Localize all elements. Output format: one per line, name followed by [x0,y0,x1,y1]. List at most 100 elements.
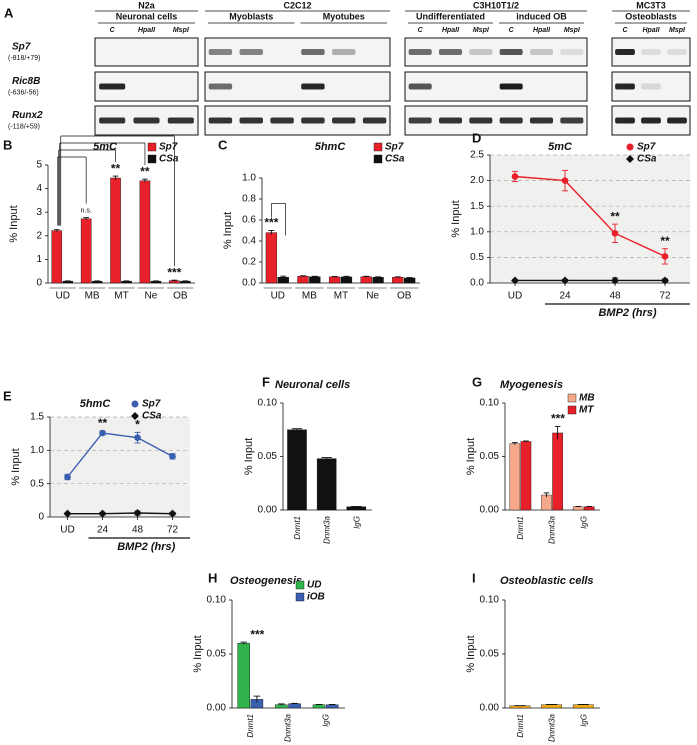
error-bar [363,275,370,278]
x-tick-label: IgG [352,516,361,529]
x-tick-label: MT [334,291,348,302]
annotation: *** [551,412,565,426]
error-bar [512,442,518,445]
legend-swatch [626,155,634,163]
y-tick-label: 0 [36,278,42,289]
error-bar [321,457,332,460]
lane-label: HpaII [642,27,660,34]
point [611,230,619,237]
y-tick-label: 0.6 [242,215,256,226]
x-tick-label: MT [114,291,128,302]
error-bar [112,175,119,180]
error-bar [586,506,593,508]
bar [121,280,132,284]
gel-band [469,49,493,55]
gel-band [667,117,687,124]
annotation: ** [660,234,670,248]
legend-swatch [131,400,139,408]
gel-band [438,117,463,124]
y-tick-label: 5 [36,160,42,171]
legend-swatch [295,580,305,590]
legend-label: Sp7 [159,142,178,153]
bar [80,218,92,284]
error-bar [577,703,589,706]
condition: Myotubes [323,11,365,21]
error-bar [328,703,336,706]
legend-label: CSa [385,154,405,165]
gel-band [438,49,463,55]
y-axis-label: % Input [450,200,462,237]
error-bar [291,428,303,431]
x-tick-label: Ne [366,291,379,302]
x-tick-label: UD [55,291,69,302]
gel-band [408,49,432,55]
point [661,276,669,285]
x-axis-label: BMP2 (hrs) [117,541,175,553]
cell-line: C3H10T1/2 [473,0,519,10]
legend-swatch [295,592,305,602]
lane-label: MspI [473,27,490,34]
bar [360,276,372,284]
gel-band [641,117,661,124]
x-tick-label: Dnmt1 [293,516,302,540]
y-tick-label: 0.2 [242,257,256,268]
bar [62,280,74,284]
point [511,173,519,180]
error-bar [240,641,248,645]
error-bar [300,275,306,277]
y-tick-label: 2 [36,230,42,241]
point [511,276,519,285]
point [63,509,72,518]
bar [392,277,404,284]
gel-box [204,71,391,102]
y-axis-label: % Input [10,448,22,485]
y-axis-label: % Input [243,438,255,475]
plot-background [50,417,190,517]
point [98,509,107,518]
annotation: *** [250,627,264,641]
bar [91,280,103,284]
error-bar [554,426,561,440]
region-label: (-118/+59) [8,123,40,130]
chart-title: Osteogenesis [230,575,302,587]
x-tick-label: UD [271,291,285,302]
y-tick-label: 1.0 [30,445,44,456]
panel-letter: B [3,137,12,152]
gel-band [332,49,356,55]
point [561,276,569,285]
point [133,509,142,517]
bar [110,177,121,284]
chart-title: Neuronal cells [275,379,350,391]
legend-swatch [567,405,577,415]
chart-title: Myogenesis [500,379,563,391]
lane-label: MspI [564,27,581,34]
y-tick-label: 0.0 [470,278,484,289]
gel-band [239,117,263,124]
error-bar [375,276,382,278]
gel-band [641,83,661,90]
x-tick-label: 48 [609,291,621,302]
condition: Neuronal cells [116,11,178,21]
gel-band [133,117,160,124]
annotation: n.s. [80,207,91,214]
bar [509,705,531,709]
legend-swatch [131,412,139,420]
bar [312,704,326,709]
bar [541,704,563,709]
x-tick-label: IgG [579,516,588,529]
error-bar [331,276,338,278]
lane-label: MspI [669,27,686,34]
y-tick-label: 0.00 [258,505,278,516]
line [67,512,173,515]
x-tick-label: UD [60,525,74,536]
gel-band [615,117,635,124]
y-tick-label: 0.00 [480,505,500,516]
region-label: (-636/-56) [8,89,39,96]
y-tick-label: 0.05 [480,649,500,660]
x-tick-label: OB [397,291,412,302]
y-tick-label: 2.0 [470,175,484,186]
bar [340,276,353,284]
region-label: (-818/+79) [8,55,41,62]
lane-label: C [110,27,116,34]
point [64,473,71,481]
